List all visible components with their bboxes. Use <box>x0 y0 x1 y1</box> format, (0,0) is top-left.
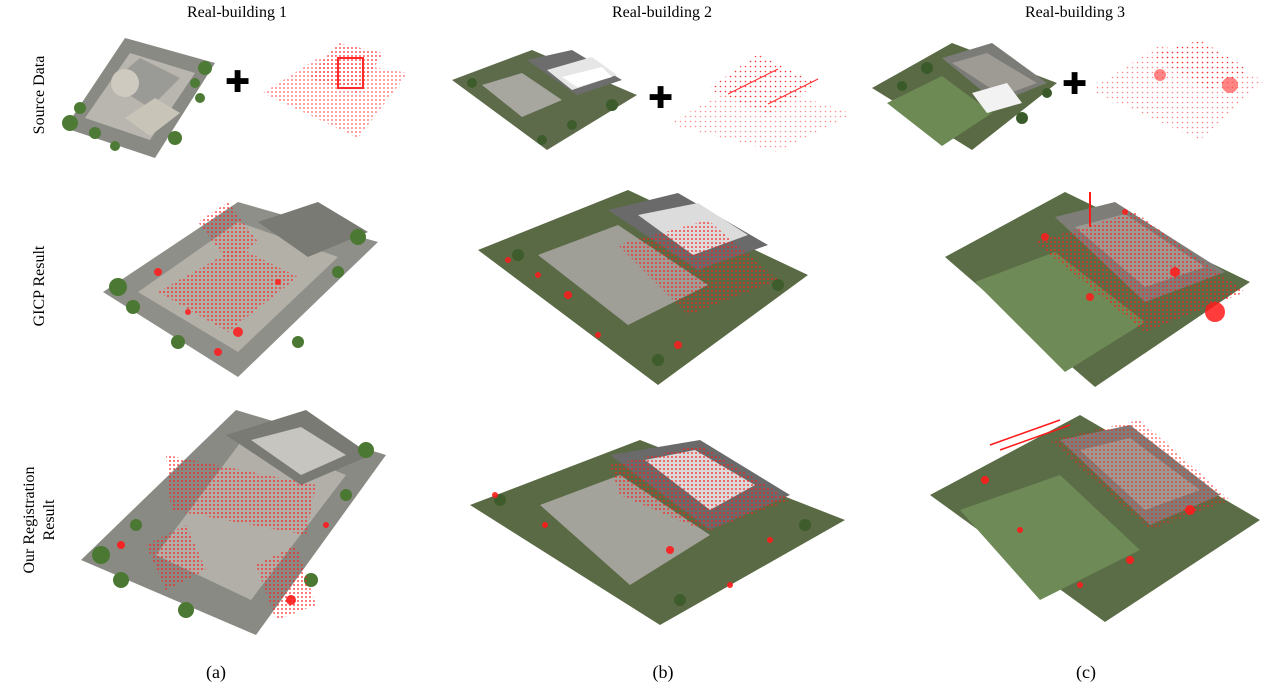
subfigure-label-c: (c) <box>1076 662 1096 682</box>
our-result-building-2 <box>470 440 845 625</box>
gicp-result-building-2 <box>478 190 808 385</box>
our-result-building-3 <box>930 415 1260 622</box>
row-label-our-result: Our Registration Result <box>20 440 60 600</box>
subfigure-label-a: (a) <box>206 662 226 682</box>
source-pointcloud-building-2 <box>668 54 853 152</box>
source-model-building-1 <box>62 38 215 158</box>
source-model-building-3 <box>872 43 1057 150</box>
column-title-1: Real-building 1 <box>187 4 287 21</box>
column-title-2: Real-building 2 <box>612 4 712 21</box>
row-label-our-result-line1: Our Registration <box>21 466 38 574</box>
plus-icon: ✚ <box>225 65 251 100</box>
column-title-3: Real-building 3 <box>1025 4 1125 21</box>
row-label-gicp-result: GICP Result <box>31 245 48 327</box>
row-label-our-result-line2: Result <box>41 499 58 541</box>
our-result-building-1 <box>81 410 386 635</box>
gicp-result-building-3 <box>945 192 1250 387</box>
source-pointcloud-building-3 <box>1090 40 1265 140</box>
row-label-source-data: Source Data <box>31 55 48 135</box>
source-model-building-2 <box>452 50 637 150</box>
plus-icon: ✚ <box>648 81 674 116</box>
subfigure-label-b: (b) <box>652 662 674 682</box>
gicp-result-building-1 <box>103 202 378 377</box>
source-pointcloud-building-1 <box>263 43 408 138</box>
plus-icon: ✚ <box>1062 67 1088 102</box>
